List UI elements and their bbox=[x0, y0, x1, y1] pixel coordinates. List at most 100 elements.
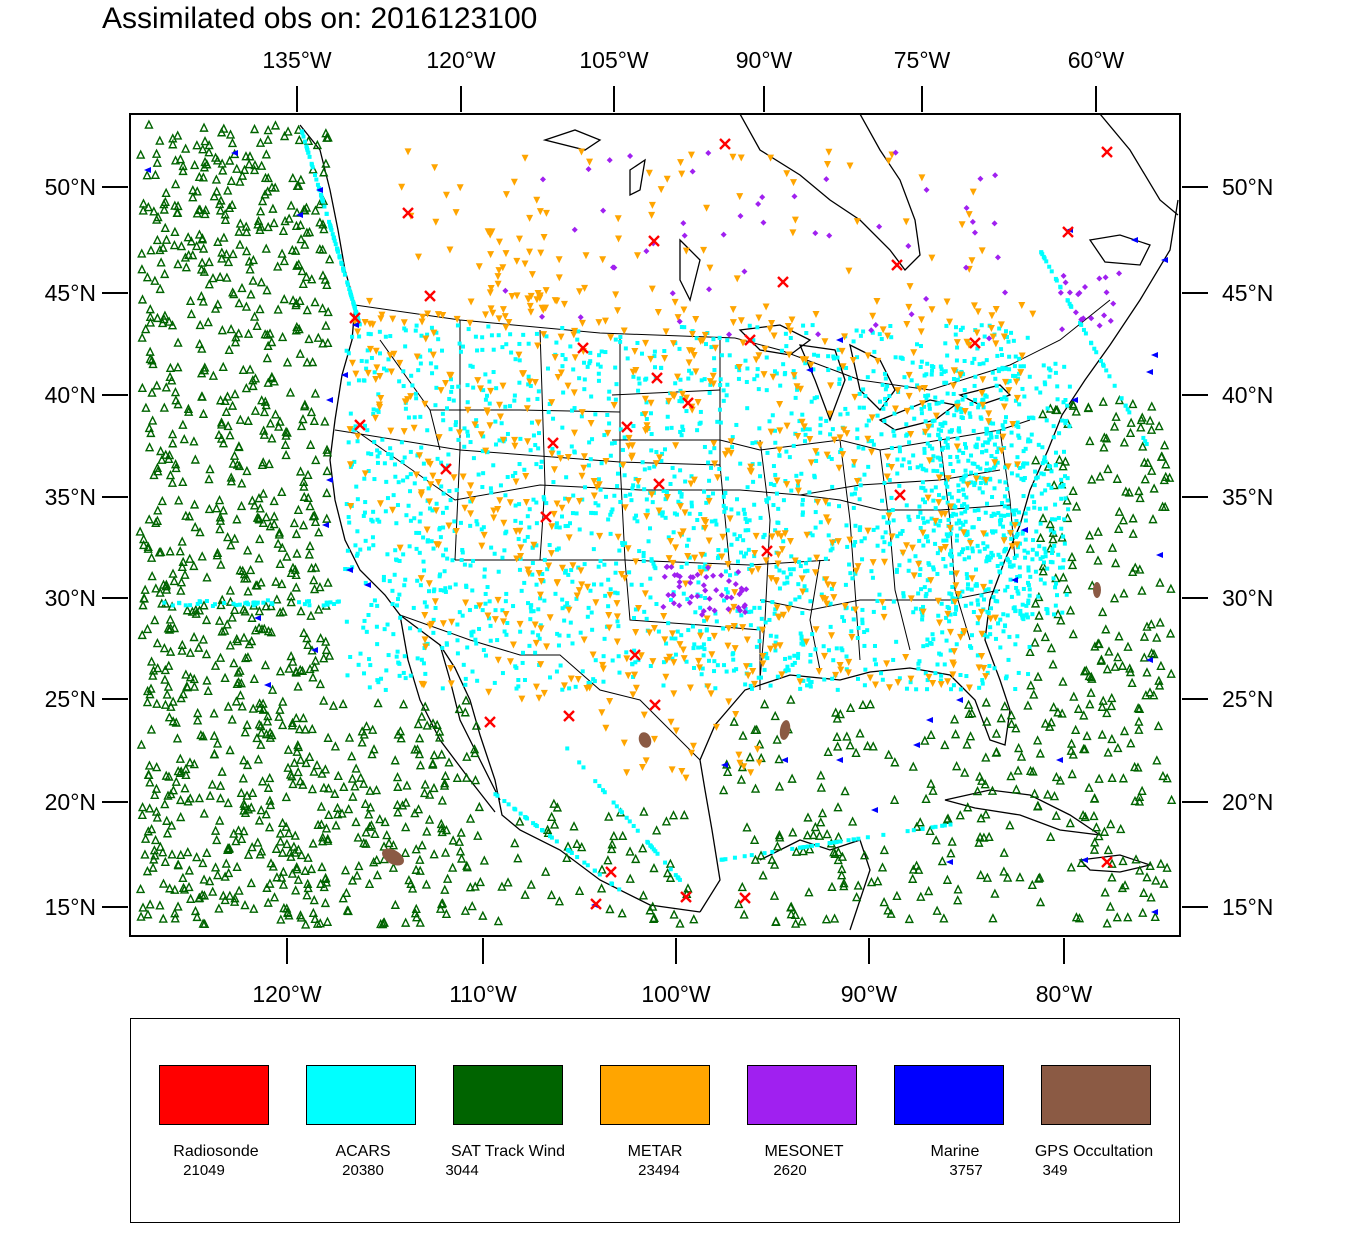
acars-marker bbox=[881, 832, 886, 837]
metar-marker bbox=[571, 354, 579, 362]
acars-marker bbox=[378, 351, 383, 356]
mesonet-marker bbox=[994, 254, 1001, 261]
acars-marker bbox=[691, 526, 696, 531]
sat-track-wind-marker bbox=[288, 562, 298, 572]
acars-marker bbox=[526, 397, 531, 402]
acars-marker bbox=[1062, 541, 1067, 546]
acars-marker bbox=[945, 500, 950, 505]
acars-marker bbox=[531, 821, 536, 826]
acars-marker bbox=[814, 395, 819, 400]
acars-marker bbox=[563, 570, 568, 575]
acars-marker bbox=[989, 606, 994, 611]
acars-marker bbox=[465, 645, 470, 650]
metar-marker bbox=[1017, 369, 1025, 377]
acars-marker bbox=[414, 323, 419, 328]
acars-marker bbox=[439, 460, 444, 465]
acars-marker bbox=[703, 595, 708, 600]
sat-track-wind-marker bbox=[1035, 748, 1045, 758]
sat-track-wind-marker bbox=[344, 732, 355, 742]
acars-marker bbox=[788, 336, 793, 341]
acars-marker bbox=[1023, 537, 1028, 542]
acars-marker bbox=[321, 603, 326, 608]
sat-track-wind-marker bbox=[924, 885, 934, 896]
mesonet-marker bbox=[963, 204, 970, 211]
mesonet-marker bbox=[1096, 275, 1103, 282]
acars-marker bbox=[1005, 512, 1010, 517]
metar-marker bbox=[466, 491, 474, 499]
acars-marker bbox=[746, 547, 751, 552]
acars-marker bbox=[743, 682, 748, 687]
sat-track-wind-marker bbox=[309, 575, 319, 585]
sat-track-wind-marker bbox=[151, 148, 162, 158]
acars-marker bbox=[943, 369, 948, 374]
sat-track-wind-marker bbox=[243, 415, 253, 425]
acars-marker bbox=[421, 461, 426, 466]
sat-track-wind-marker bbox=[168, 139, 178, 149]
acars-marker bbox=[581, 765, 586, 770]
acars-marker bbox=[1002, 395, 1007, 400]
acars-marker bbox=[466, 433, 471, 438]
metar-marker bbox=[919, 608, 927, 616]
acars-marker bbox=[935, 469, 940, 474]
acars-marker bbox=[679, 433, 684, 438]
sat-track-wind-marker bbox=[1031, 455, 1041, 465]
acars-marker bbox=[389, 456, 394, 461]
acars-marker bbox=[816, 353, 821, 358]
sat-track-wind-marker bbox=[1032, 622, 1043, 632]
acars-marker bbox=[792, 660, 797, 665]
acars-marker bbox=[419, 657, 424, 662]
sat-track-wind-marker bbox=[440, 770, 451, 781]
acars-marker bbox=[593, 501, 598, 506]
sat-track-wind-marker bbox=[1048, 533, 1058, 544]
acars-marker bbox=[270, 602, 275, 607]
acars-marker bbox=[777, 453, 782, 458]
acars-marker bbox=[462, 426, 467, 431]
acars-marker bbox=[538, 596, 543, 601]
acars-marker bbox=[927, 433, 932, 438]
mesonet-marker bbox=[718, 572, 725, 579]
metar-marker bbox=[641, 590, 649, 598]
acars-marker bbox=[1039, 471, 1044, 476]
metar-marker bbox=[558, 564, 566, 572]
sat-track-wind-marker bbox=[1116, 823, 1126, 834]
acars-marker bbox=[812, 396, 817, 401]
metar-marker bbox=[578, 319, 586, 327]
metar-marker bbox=[599, 665, 607, 673]
acars-marker bbox=[596, 503, 601, 508]
sat-track-wind-marker bbox=[1011, 784, 1021, 794]
sat-track-wind-marker bbox=[244, 638, 254, 649]
acars-marker bbox=[1055, 593, 1060, 598]
acars-marker bbox=[517, 358, 522, 363]
acars-marker bbox=[593, 779, 598, 784]
acars-marker bbox=[970, 360, 975, 365]
metar-marker bbox=[951, 598, 959, 606]
marine-marker bbox=[1071, 397, 1078, 403]
acars-marker bbox=[935, 662, 940, 667]
acars-marker bbox=[703, 562, 708, 567]
sat-track-wind-marker bbox=[322, 465, 332, 476]
acars-marker bbox=[731, 651, 736, 656]
sat-track-wind-marker bbox=[301, 271, 312, 281]
sat-track-wind-marker bbox=[239, 632, 249, 642]
acars-marker bbox=[891, 429, 896, 434]
sat-track-wind-marker bbox=[1158, 770, 1168, 781]
acars-marker bbox=[310, 165, 315, 170]
sat-track-wind-marker bbox=[164, 712, 175, 722]
acars-marker bbox=[362, 618, 367, 623]
mesonet-marker bbox=[872, 322, 879, 329]
acars-marker bbox=[1064, 592, 1069, 597]
acars-marker bbox=[984, 461, 989, 466]
acars-marker bbox=[752, 605, 757, 610]
sat-track-wind-marker bbox=[143, 543, 153, 553]
metar-marker bbox=[346, 461, 354, 469]
metar-marker bbox=[565, 606, 573, 614]
acars-marker bbox=[1125, 407, 1130, 412]
mesonet-marker bbox=[1075, 291, 1082, 298]
metar-marker bbox=[628, 454, 636, 462]
acars-marker bbox=[1065, 298, 1070, 303]
sat-track-wind-marker bbox=[285, 847, 295, 857]
acars-marker bbox=[959, 511, 964, 516]
metar-marker bbox=[987, 615, 995, 623]
acars-marker bbox=[1062, 364, 1067, 369]
sat-track-wind-marker bbox=[288, 295, 298, 305]
